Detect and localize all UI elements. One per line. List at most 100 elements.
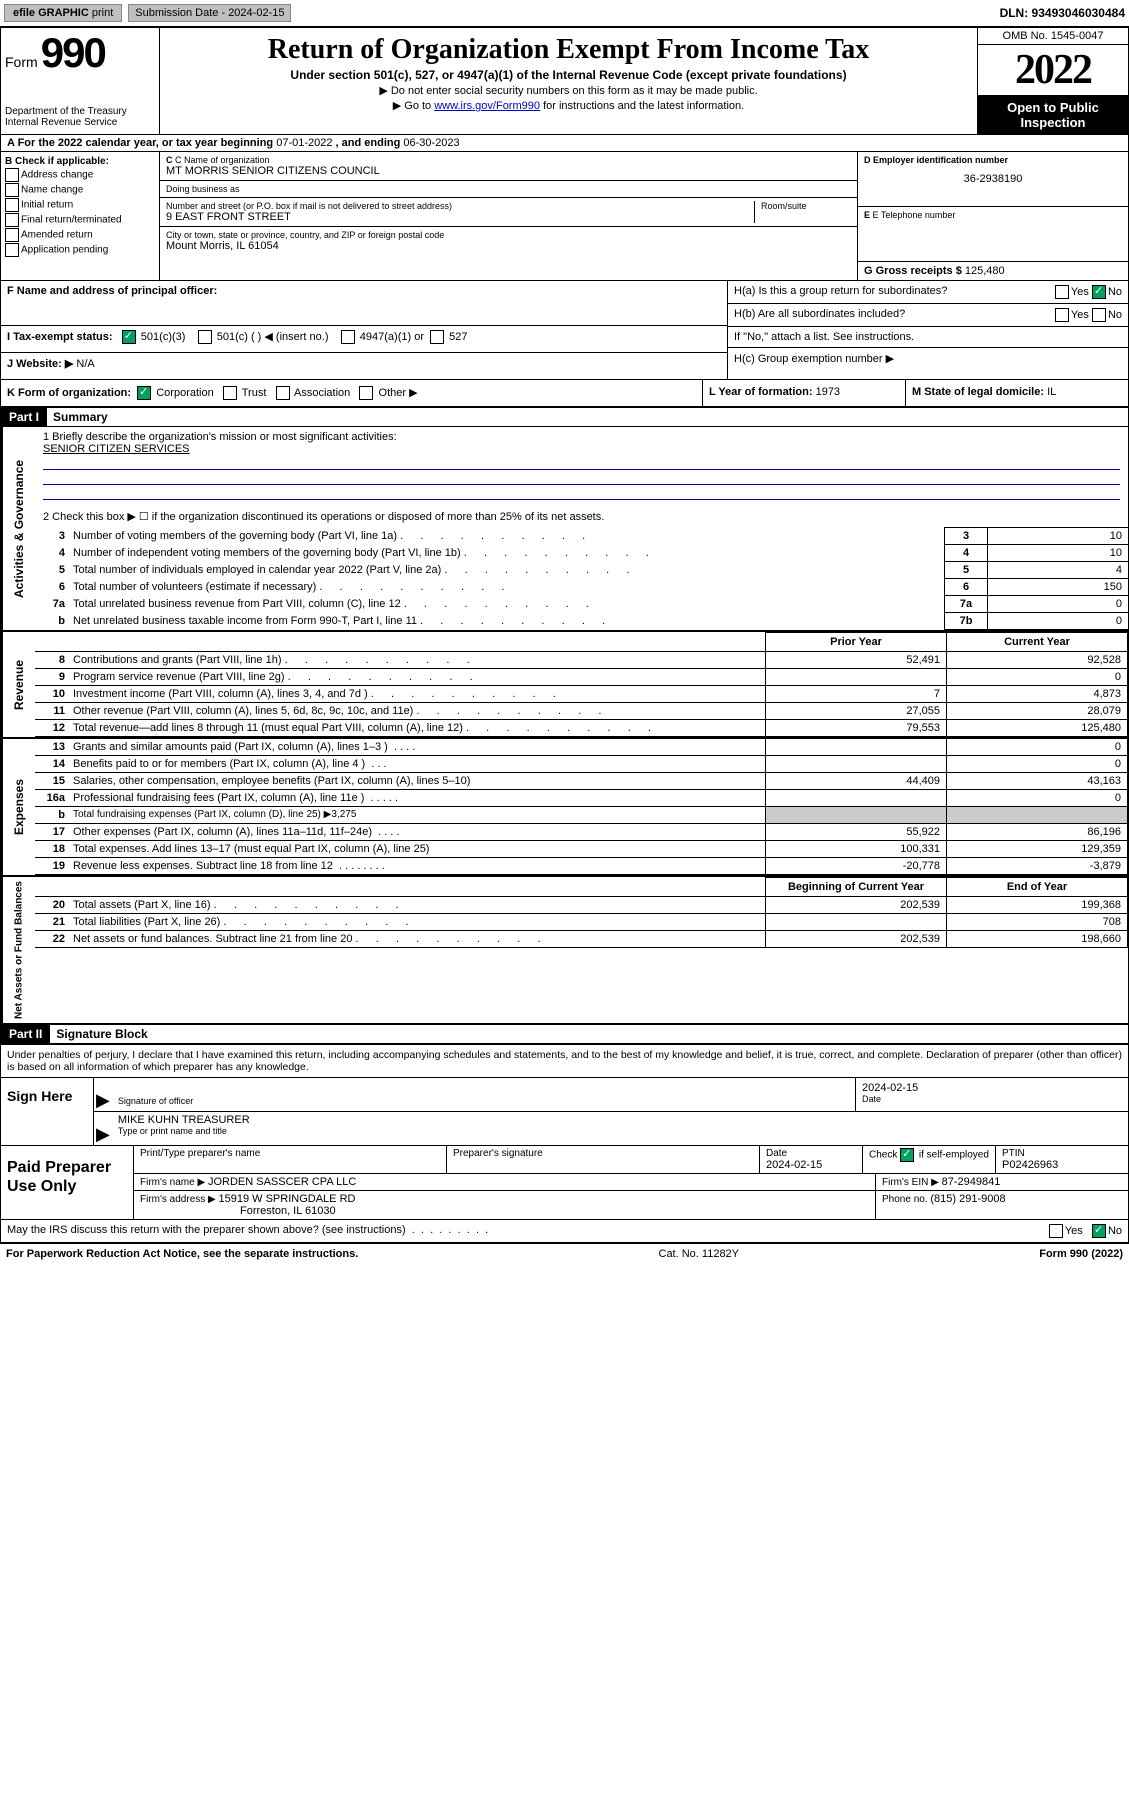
- form-subtitle: Under section 501(c), 527, or 4947(a)(1)…: [168, 68, 969, 82]
- chk-ha-no[interactable]: [1092, 285, 1106, 299]
- section-de: D Employer identification number 36-2938…: [858, 152, 1128, 280]
- footer-left: For Paperwork Reduction Act Notice, see …: [6, 1248, 358, 1260]
- chk-other[interactable]: [359, 386, 373, 400]
- print-label: print: [92, 7, 113, 19]
- preparer-date-label: Date: [766, 1148, 856, 1159]
- firm-name-value: JORDEN SASSCER CPA LLC: [208, 1176, 356, 1188]
- part1-header-row: Part I Summary: [1, 408, 1128, 427]
- table-row: 18Total expenses. Add lines 13–17 (must …: [35, 841, 1128, 858]
- part2-header: Part II: [1, 1025, 50, 1043]
- section-l: L Year of formation: 1973: [703, 380, 906, 406]
- q2-label: 2 Check this box ▶ ☐ if the organization…: [35, 506, 1128, 527]
- city-value: Mount Morris, IL 61054: [166, 240, 851, 252]
- table-row: 8Contributions and grants (Part VIII, li…: [35, 652, 1128, 669]
- chk-trust[interactable]: [223, 386, 237, 400]
- arrow-icon: ▶: [94, 1078, 112, 1111]
- lbl-assoc: Association: [294, 387, 350, 399]
- lbl-yes: Yes: [1071, 309, 1089, 321]
- chk-501c[interactable]: [198, 330, 212, 344]
- table-row: 5Total number of individuals employed in…: [35, 562, 1128, 579]
- lbl-corp: Corporation: [156, 387, 213, 399]
- org-name: MT MORRIS SENIOR CITIZENS COUNCIL: [166, 165, 851, 177]
- mission-line: [43, 487, 1120, 500]
- chk-corp[interactable]: [137, 386, 151, 400]
- footer-right: Form 990 (2022): [1039, 1248, 1123, 1260]
- chk-ha-yes[interactable]: [1055, 285, 1069, 299]
- cal-mid: , and ending: [336, 137, 404, 149]
- checkbox-item[interactable]: Final return/terminated: [5, 213, 155, 227]
- firm-addr-label: Firm's address ▶: [140, 1194, 216, 1205]
- lbl-other: Other ▶: [379, 387, 418, 399]
- checkbox-label: Final return/terminated: [21, 215, 122, 226]
- ein-value: 36-2938190: [864, 173, 1122, 185]
- checkbox-item[interactable]: Name change: [5, 183, 155, 197]
- section-m-label: M State of legal domicile:: [912, 386, 1044, 398]
- q1-value: SENIOR CITIZEN SERVICES: [43, 443, 1120, 455]
- irs-link[interactable]: www.irs.gov/Form990: [434, 100, 540, 112]
- col-begin-header: Beginning of Current Year: [766, 878, 947, 897]
- form-title: Return of Organization Exempt From Incom…: [168, 34, 969, 66]
- sig-date-value: 2024-02-15: [862, 1082, 1122, 1094]
- efile-button[interactable]: efile GRAPHIC print: [4, 4, 122, 22]
- instr-link-row: ▶ Go to www.irs.gov/Form990 for instruct…: [168, 99, 969, 112]
- section-k: K Form of organization: Corporation Trus…: [1, 380, 703, 406]
- submission-date-pill: Submission Date - 2024-02-15: [128, 4, 291, 22]
- table-row: 11Other revenue (Part VIII, column (A), …: [35, 703, 1128, 720]
- chk-hb-yes[interactable]: [1055, 308, 1069, 322]
- city-label: City or town, state or province, country…: [166, 230, 851, 240]
- chk-hb-no[interactable]: [1092, 308, 1106, 322]
- org-name-label: C C Name of organization: [166, 155, 851, 165]
- year-formation: 1973: [816, 386, 840, 398]
- checkbox-item[interactable]: Initial return: [5, 198, 155, 212]
- section-f-label: F Name and address of principal officer:: [7, 285, 217, 297]
- addr-label: Number and street (or P.O. box if mail i…: [166, 201, 754, 211]
- table-row: 12Total revenue—add lines 8 through 11 (…: [35, 720, 1128, 737]
- part2-title: Signature Block: [50, 1025, 153, 1043]
- checkbox-item[interactable]: Application pending: [5, 243, 155, 257]
- mission-line: [43, 472, 1120, 485]
- table-row: bNet unrelated business taxable income f…: [35, 613, 1128, 630]
- dba-label: Doing business as: [166, 184, 851, 194]
- addr-value: 9 EAST FRONT STREET: [166, 211, 754, 223]
- table-row: 10Investment income (Part VIII, column (…: [35, 686, 1128, 703]
- firm-addr2-value: Forreston, IL 61030: [240, 1205, 869, 1217]
- table-row: 14Benefits paid to or for members (Part …: [35, 756, 1128, 773]
- checkbox-label: Application pending: [21, 245, 108, 256]
- open-public-badge: Open to Public Inspection: [978, 96, 1128, 134]
- section-fh-row: F Name and address of principal officer:…: [1, 281, 1128, 380]
- lbl-no: No: [1108, 309, 1122, 321]
- part1-header: Part I: [1, 408, 47, 426]
- section-j: J Website: ▶ N/A: [1, 353, 727, 379]
- table-row: 13Grants and similar amounts paid (Part …: [35, 739, 1128, 756]
- checkbox-label: Amended return: [21, 230, 93, 241]
- table-row: 7aTotal unrelated business revenue from …: [35, 596, 1128, 613]
- part1-netassets: Net Assets or Fund Balances Beginning of…: [1, 875, 1128, 1025]
- netassets-table: Beginning of Current Year End of Year 20…: [35, 877, 1128, 948]
- chk-discuss-yes[interactable]: [1049, 1224, 1063, 1238]
- chk-501c3[interactable]: [122, 330, 136, 344]
- hc-label: H(c) Group exemption number ▶: [734, 352, 894, 365]
- col-prior-header: Prior Year: [766, 633, 947, 652]
- lbl-501c: 501(c) ( ) ◀ (insert no.): [217, 331, 329, 343]
- preparer-date-value: 2024-02-15: [766, 1159, 856, 1171]
- check-self-label: Check: [869, 1150, 900, 1161]
- chk-discuss-no[interactable]: [1092, 1224, 1106, 1238]
- section-f-ij: F Name and address of principal officer:…: [1, 281, 728, 379]
- chk-527[interactable]: [430, 330, 444, 344]
- chk-4947[interactable]: [341, 330, 355, 344]
- omb-number: OMB No. 1545-0047: [978, 28, 1128, 45]
- cal-pre: A For the 2022 calendar year, or tax yea…: [7, 137, 276, 149]
- chk-self-employed[interactable]: [900, 1148, 914, 1162]
- col-end-header: End of Year: [947, 878, 1128, 897]
- checkbox-item[interactable]: Address change: [5, 168, 155, 182]
- arrow-icon: ▶: [94, 1112, 112, 1145]
- chk-assoc[interactable]: [276, 386, 290, 400]
- checkbox-item[interactable]: Amended return: [5, 228, 155, 242]
- section-h: H(a) Is this a group return for subordin…: [728, 281, 1128, 379]
- section-i: I Tax-exempt status: 501(c)(3) 501(c) ( …: [1, 326, 727, 353]
- state-domicile: IL: [1047, 386, 1056, 398]
- part2-header-row: Part II Signature Block: [1, 1025, 1128, 1043]
- revenue-table: Prior Year Current Year 8Contributions a…: [35, 632, 1128, 737]
- table-row: 20Total assets (Part X, line 16) 202,539…: [35, 897, 1128, 914]
- topbar: efile GRAPHIC print Submission Date - 20…: [0, 0, 1129, 27]
